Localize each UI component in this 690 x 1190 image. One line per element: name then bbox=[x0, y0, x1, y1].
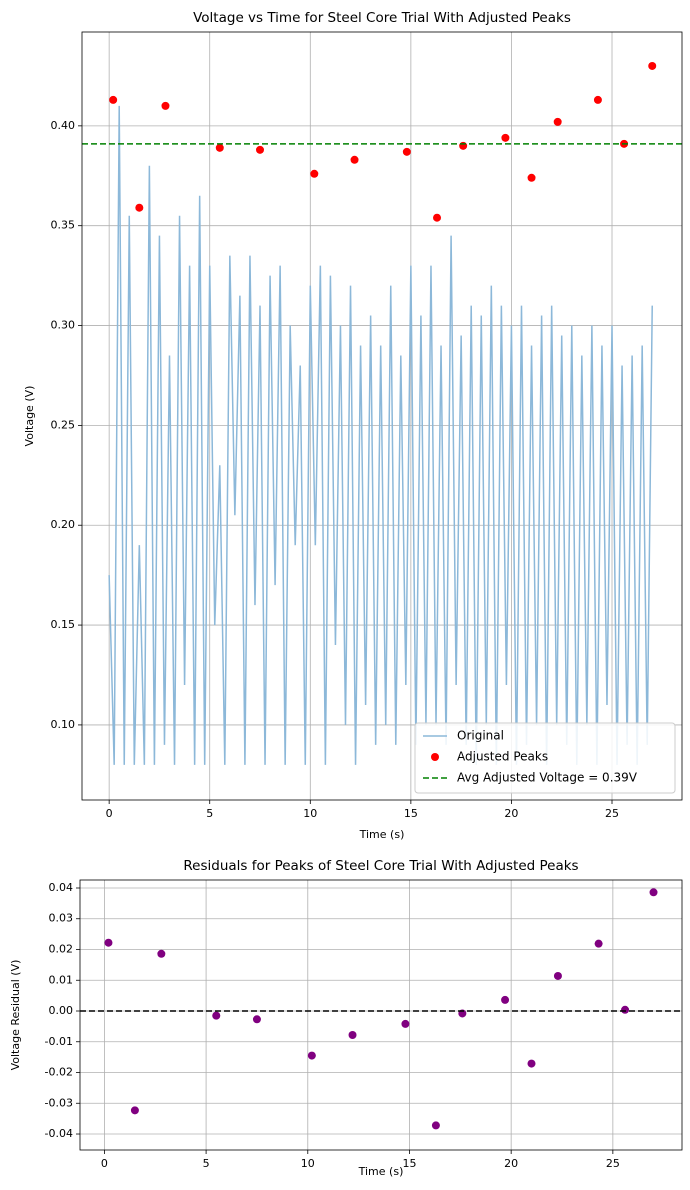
data-point bbox=[649, 888, 658, 897]
x-axis-label: Time (s) bbox=[359, 828, 405, 841]
chart-title: Residuals for Peaks of Steel Core Trial … bbox=[183, 858, 578, 874]
y-tick-label: 0.02 bbox=[49, 942, 74, 955]
y-tick-label: -0.04 bbox=[45, 1127, 73, 1140]
data-point bbox=[161, 101, 170, 110]
data-point bbox=[594, 939, 603, 948]
y-axis-label: Voltage (V) bbox=[23, 386, 36, 447]
y-tick-label: 0.03 bbox=[49, 912, 74, 925]
data-point bbox=[307, 1051, 316, 1060]
y-tick-label: 0.20 bbox=[51, 518, 76, 531]
data-point bbox=[212, 1011, 221, 1020]
x-tick-label: 20 bbox=[504, 807, 518, 820]
y-tick-label: 0.00 bbox=[49, 1004, 74, 1017]
data-point bbox=[553, 971, 562, 980]
y-tick-label: 0.10 bbox=[51, 718, 76, 731]
legend-label: Adjusted Peaks bbox=[457, 750, 548, 764]
x-tick-label: 20 bbox=[504, 1157, 518, 1170]
x-tick-label: 0 bbox=[106, 807, 113, 820]
x-tick-label: 25 bbox=[606, 1157, 620, 1170]
x-axis-label: Time (s) bbox=[358, 1165, 404, 1178]
data-point bbox=[350, 155, 359, 164]
data-point bbox=[348, 1030, 357, 1039]
signal-line bbox=[108, 105, 653, 765]
x-tick-label: 25 bbox=[605, 807, 619, 820]
data-point bbox=[501, 995, 510, 1004]
chart-title: Voltage vs Time for Steel Core Trial Wit… bbox=[193, 10, 571, 26]
data-point bbox=[433, 213, 442, 222]
data-point bbox=[157, 949, 166, 958]
legend-marker bbox=[431, 753, 439, 761]
x-tick-label: 15 bbox=[404, 807, 418, 820]
y-tick-label: 0.15 bbox=[51, 618, 76, 631]
plot-area bbox=[80, 888, 682, 1130]
plot-area bbox=[82, 61, 682, 765]
y-tick-label: 0.25 bbox=[51, 418, 76, 431]
data-point bbox=[135, 203, 144, 212]
data-point bbox=[109, 95, 118, 104]
legend-label: Original bbox=[457, 729, 504, 743]
data-point bbox=[593, 95, 602, 104]
data-point bbox=[527, 173, 536, 182]
axes-frame bbox=[81, 31, 683, 801]
data-point bbox=[459, 141, 468, 150]
data-point bbox=[130, 1106, 139, 1115]
data-point bbox=[621, 1005, 630, 1014]
y-tick-label: -0.02 bbox=[45, 1066, 73, 1079]
data-point bbox=[310, 169, 319, 178]
data-point bbox=[527, 1059, 536, 1068]
x-tick-label: 10 bbox=[303, 807, 317, 820]
data-point bbox=[104, 938, 113, 947]
x-tick-label: 0 bbox=[101, 1157, 108, 1170]
data-point bbox=[401, 1019, 410, 1028]
y-tick-label: 0.04 bbox=[49, 881, 74, 894]
x-tick-label: 15 bbox=[402, 1157, 416, 1170]
y-tick-label: -0.03 bbox=[45, 1096, 73, 1109]
y-tick-label: 0.35 bbox=[51, 219, 76, 232]
y-tick-label: 0.30 bbox=[51, 319, 76, 332]
data-point bbox=[501, 133, 510, 142]
y-tick-label: 0.40 bbox=[51, 119, 76, 132]
data-point bbox=[252, 1015, 261, 1024]
data-point bbox=[648, 61, 657, 70]
y-tick-label: 0.01 bbox=[49, 973, 74, 986]
y-tick-label: -0.01 bbox=[45, 1035, 73, 1048]
data-point bbox=[215, 143, 224, 152]
data-point bbox=[431, 1121, 440, 1130]
data-point bbox=[553, 117, 562, 126]
x-tick-label: 5 bbox=[203, 1157, 210, 1170]
legend-box bbox=[414, 722, 676, 794]
data-point bbox=[402, 147, 411, 156]
axes-frame bbox=[79, 879, 683, 1151]
x-tick-label: 5 bbox=[206, 807, 213, 820]
data-point bbox=[256, 145, 265, 154]
y-axis-label: Voltage Residual (V) bbox=[9, 960, 22, 1071]
x-tick-label: 10 bbox=[301, 1157, 315, 1170]
legend-label: Avg Adjusted Voltage = 0.39V bbox=[457, 771, 638, 785]
